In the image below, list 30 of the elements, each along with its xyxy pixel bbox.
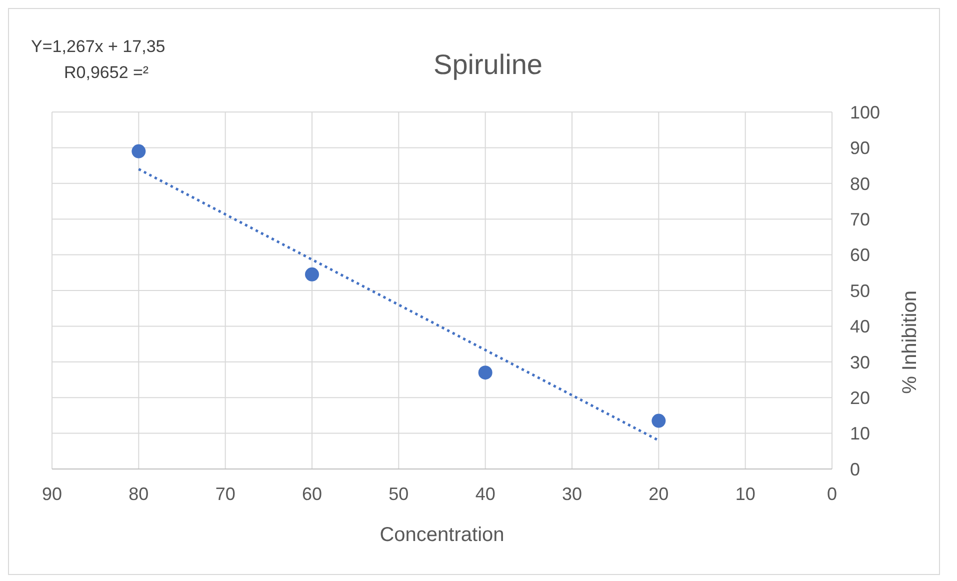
- y-tick-label: 100: [850, 102, 880, 122]
- y-tick-label: 40: [850, 316, 870, 337]
- x-tick-label: 80: [128, 484, 149, 504]
- y-axis-title: % Inhibition: [899, 290, 922, 394]
- chart-title: Spiruline: [434, 49, 542, 80]
- point: [305, 267, 319, 282]
- x-tick-label: 40: [475, 484, 496, 504]
- text: R0,9652 =²: [64, 63, 149, 83]
- y-tick-label: 10: [850, 424, 870, 444]
- x-tick-label: 20: [648, 484, 669, 504]
- x-tick-label: 50: [388, 484, 409, 504]
- y-tick-label: 30: [850, 352, 870, 372]
- point: [132, 144, 146, 158]
- y-tick-label: 70: [850, 209, 870, 230]
- x-tick-label: 10: [735, 484, 756, 504]
- y-tick-label: 0: [850, 459, 860, 480]
- x-tick-label: 60: [302, 484, 322, 504]
- y-tick-label: 20: [850, 388, 870, 408]
- x-tick-label: 30: [562, 484, 582, 504]
- y-tick-label: 50: [850, 280, 870, 301]
- y-tick-label: 90: [850, 138, 870, 158]
- point: [478, 366, 492, 380]
- x-tick-label: 0: [826, 484, 838, 504]
- x-tick-label: 70: [215, 484, 236, 504]
- x-axis-title: Concentration: [380, 524, 504, 546]
- x-tick-label: 90: [42, 484, 62, 504]
- y-tick-label: 80: [850, 174, 870, 194]
- text: Y=1,267x + 17,35: [31, 37, 166, 57]
- point: [652, 414, 666, 428]
- y-tick-label: 60: [850, 245, 870, 266]
